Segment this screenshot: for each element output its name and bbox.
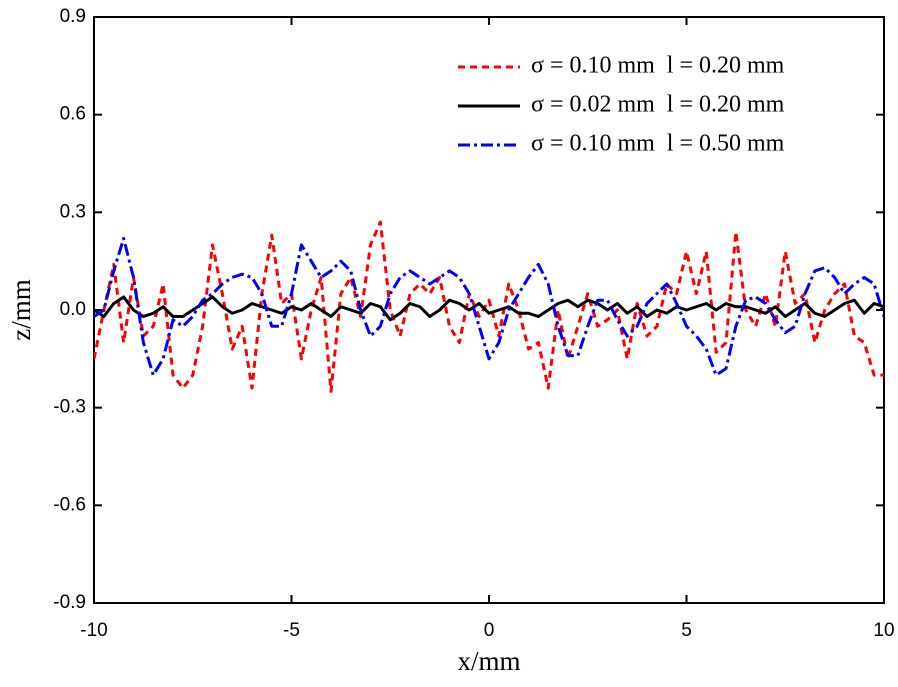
x-tick-label: 5 xyxy=(681,620,692,641)
series-line xyxy=(94,236,884,377)
series-line xyxy=(94,220,884,393)
y-tick-label: -0.6 xyxy=(53,494,86,515)
y-tick-label: 0.0 xyxy=(60,299,86,320)
x-tick-label: -5 xyxy=(283,620,300,641)
x-tick-label: -10 xyxy=(80,620,107,641)
y-tick-label: 0.3 xyxy=(60,201,86,222)
y-axis-label: z/mm xyxy=(6,279,36,341)
y-tick-label: -0.9 xyxy=(53,592,86,613)
x-tick-label: 10 xyxy=(873,620,894,641)
y-tick-label: 0.9 xyxy=(60,6,86,27)
y-tick-label: -0.3 xyxy=(53,397,86,418)
x-axis-label: x/mm xyxy=(457,646,520,676)
y-tick-label: 0.6 xyxy=(60,104,86,125)
lines xyxy=(94,220,884,393)
series-line xyxy=(94,295,884,322)
legend-label: σ = 0.10 mm l = 0.50 mm xyxy=(531,131,785,157)
x-tick-label: 0 xyxy=(484,620,495,641)
legend-label: σ = 0.10 mm l = 0.20 mm xyxy=(531,53,785,79)
legend-label: σ = 0.02 mm l = 0.20 mm xyxy=(531,92,785,118)
